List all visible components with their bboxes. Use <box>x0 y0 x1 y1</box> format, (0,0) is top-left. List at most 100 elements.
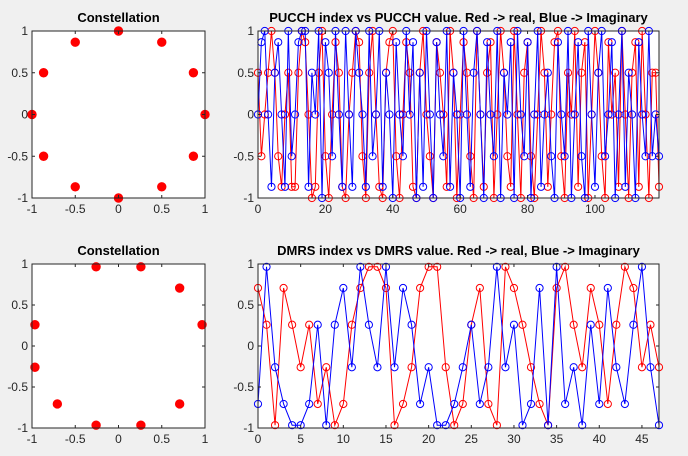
x-tick-label: 5 <box>297 432 304 446</box>
data-layer <box>253 262 664 430</box>
y-tick-label: 0 <box>21 339 28 353</box>
x-tick-label: 35 <box>550 432 564 446</box>
data-point <box>305 399 314 409</box>
data-point <box>466 152 475 161</box>
data-point <box>330 320 339 329</box>
data-point <box>407 320 416 329</box>
x-tick-label: 45 <box>635 432 649 446</box>
y-tick-label: 0.5 <box>237 66 254 80</box>
y-tick-label: 1 <box>21 24 28 38</box>
chart-title: Constellation <box>77 243 159 258</box>
data-point <box>157 37 167 47</box>
data-point <box>547 152 556 161</box>
data-point <box>290 182 300 191</box>
data-point <box>621 182 630 191</box>
data-point <box>435 110 445 119</box>
data-point <box>270 68 279 77</box>
series-line-imaginary <box>257 30 660 199</box>
data-point <box>552 283 561 293</box>
data-point <box>294 38 303 47</box>
data-point <box>476 110 485 119</box>
data-point <box>267 182 276 191</box>
data-point <box>552 262 561 271</box>
data-point <box>296 421 305 430</box>
data-point <box>70 182 80 192</box>
y-tick-label: -1 <box>243 191 254 205</box>
y-tick-label: 0 <box>247 108 254 122</box>
data-point <box>279 399 288 409</box>
data-point <box>347 363 356 372</box>
data-point <box>322 363 331 372</box>
figure-panels: Constellation -1 -0.5 0 0.5 1 -1 -0.5 0 0.5 1 PUCCH… <box>7 10 664 446</box>
constellation-bottom: Constellation -1 -0.5 0 0.5 1 -1 -0.5 0 0.5 1 <box>7 243 208 446</box>
data-point <box>344 110 354 119</box>
y-tick-label: -1 <box>17 421 28 435</box>
data-point <box>38 151 49 161</box>
x-tick-label: 60 <box>454 202 468 216</box>
data-point <box>288 320 297 329</box>
data-point <box>518 320 527 329</box>
data-point <box>560 152 569 161</box>
data-point <box>136 420 146 430</box>
y-tick-label: 0.5 <box>237 298 254 312</box>
data-point <box>624 68 633 77</box>
data-point <box>509 283 519 293</box>
data-point <box>136 262 146 272</box>
data-point <box>432 38 441 47</box>
x-tick-label: 10 <box>337 432 351 446</box>
data-point <box>458 363 467 372</box>
data-point <box>484 363 493 372</box>
data-point <box>334 68 343 77</box>
data-point <box>475 399 484 409</box>
data-point <box>469 68 478 77</box>
data-point <box>290 110 300 119</box>
data-point <box>503 110 512 119</box>
data-point <box>574 182 583 191</box>
x-tick-label: -1 <box>27 202 38 216</box>
data-layer <box>27 26 210 203</box>
x-tick-label: 1 <box>202 202 209 216</box>
data-point <box>518 421 527 430</box>
data-point <box>424 262 433 271</box>
data-point <box>433 421 442 430</box>
y-tick-label: -0.5 <box>7 380 28 394</box>
data-point <box>425 110 434 119</box>
data-point <box>373 262 382 271</box>
data-point <box>390 363 399 372</box>
data-point <box>280 182 290 191</box>
data-point <box>441 363 450 372</box>
dmrs-plot: DMRS index vs DMRS value. Red -> real, B… <box>233 243 664 446</box>
data-point <box>462 110 472 119</box>
data-point <box>174 399 185 409</box>
data-point <box>70 37 80 47</box>
data-point <box>629 283 638 293</box>
x-tick-label: 40 <box>386 202 400 216</box>
plot-area <box>32 31 205 198</box>
data-point <box>611 68 620 77</box>
data-point <box>501 262 510 271</box>
data-layer <box>30 262 207 430</box>
plot-area <box>258 31 659 198</box>
data-point <box>30 320 40 330</box>
data-point <box>620 262 629 271</box>
data-point <box>535 399 544 409</box>
data-point <box>52 399 63 409</box>
y-tick-label: 1 <box>247 24 254 38</box>
x-tick-label: 40 <box>593 432 607 446</box>
data-point <box>483 38 492 47</box>
data-point <box>392 38 401 47</box>
data-point <box>398 152 407 161</box>
data-point <box>629 320 638 329</box>
y-tick-label: -1 <box>17 191 28 205</box>
data-point <box>407 363 416 372</box>
data-point <box>328 152 337 161</box>
data-point <box>30 362 40 372</box>
data-point <box>637 363 647 372</box>
data-point <box>91 420 101 430</box>
data-point <box>354 68 364 77</box>
x-tick-label: 30 <box>507 432 521 446</box>
data-point <box>270 421 280 430</box>
data-point <box>634 38 643 47</box>
data-point <box>416 399 425 409</box>
